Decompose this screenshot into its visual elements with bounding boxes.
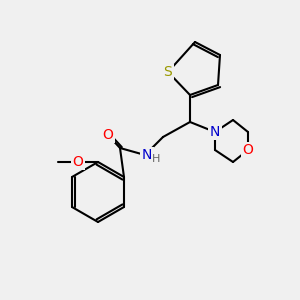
Text: O: O xyxy=(73,155,83,169)
Text: O: O xyxy=(103,128,113,142)
Text: N: N xyxy=(210,125,220,139)
Text: H: H xyxy=(152,154,160,164)
Text: S: S xyxy=(164,65,172,79)
Text: O: O xyxy=(243,143,254,157)
Text: N: N xyxy=(142,148,152,162)
